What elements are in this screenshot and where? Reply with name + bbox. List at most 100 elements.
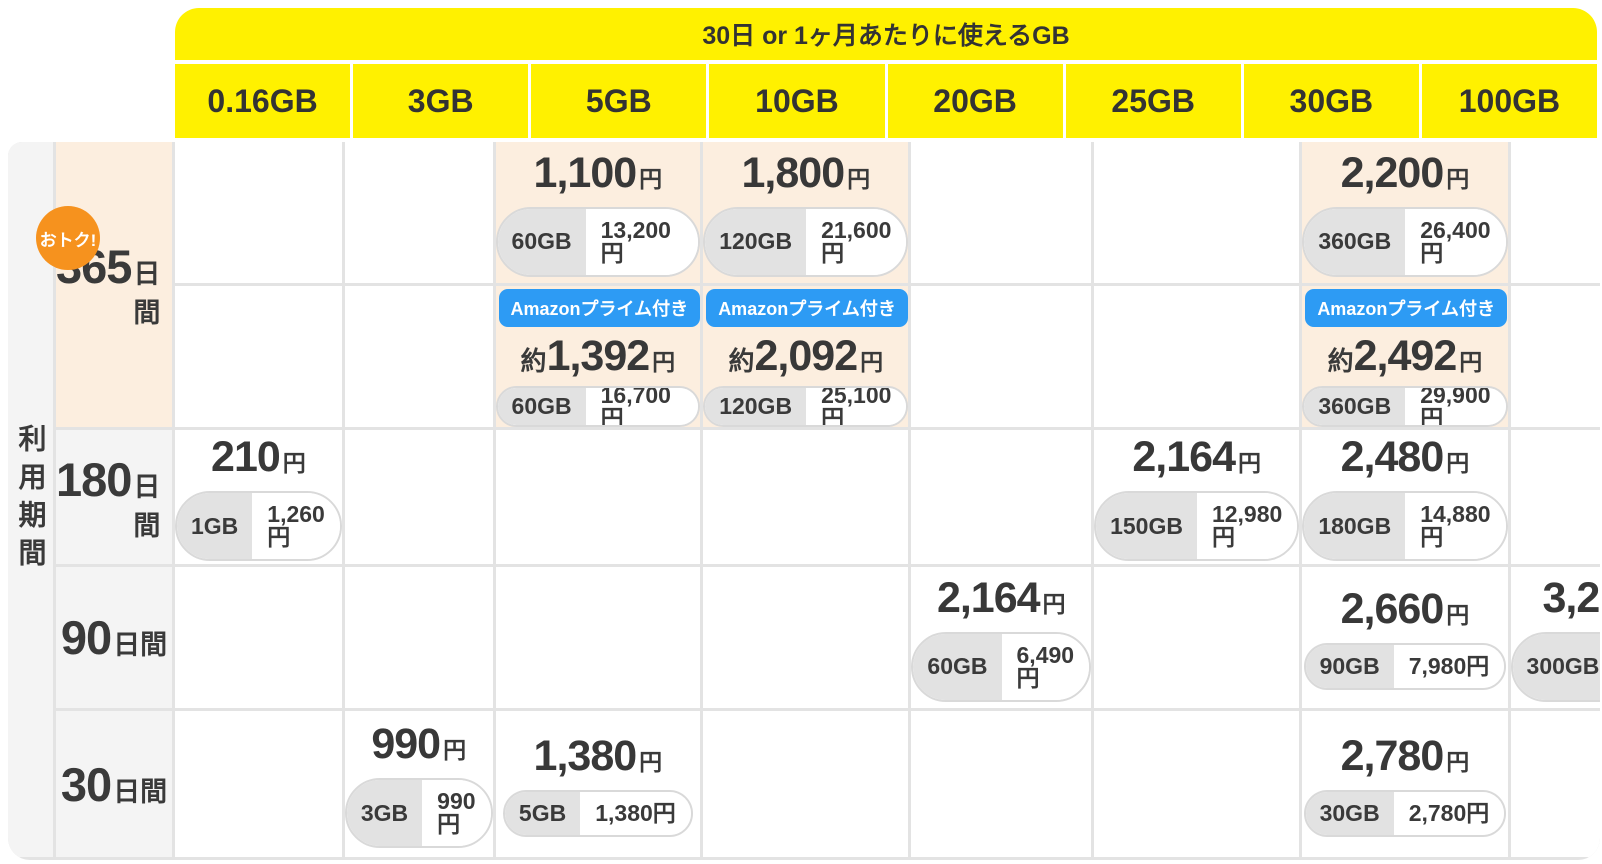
monthly-price: 3,277 円 bbox=[1542, 574, 1600, 623]
amazon-prime-badge: Amazonプライム付き bbox=[706, 289, 908, 327]
approx-prefix: 約 bbox=[1327, 346, 1354, 376]
monthly-price: 2,780 円 bbox=[1341, 732, 1470, 781]
column-header-25gb: 25GB bbox=[1065, 64, 1241, 138]
pricing-table-body: 利用期間 365 日間 1,100 円 60GB 13,200円 1,800 円 … bbox=[8, 142, 1600, 860]
offer-cell-365-5gb: 1,100 円 60GB 13,200円 bbox=[495, 142, 701, 283]
period-number: 30 bbox=[60, 757, 112, 811]
plan-gb: 60GB bbox=[497, 388, 586, 425]
empty-cell-365p-0.16gb bbox=[175, 286, 342, 427]
plan-pill: 30GB 2,780円 bbox=[1303, 789, 1507, 837]
period-number: 180 bbox=[56, 452, 132, 506]
row-label-180days: 180 日間 bbox=[56, 430, 172, 564]
plan-total-price: 1,380円 bbox=[580, 791, 691, 835]
offer-cell-90-100gb: 3,277 円 300GB 9,834円 bbox=[1510, 567, 1600, 708]
price-unit: 円 bbox=[847, 165, 871, 192]
price-amount: 2,200 bbox=[1340, 148, 1445, 197]
plan-gb: 300GB bbox=[1512, 633, 1600, 700]
price-amount: 1,800 bbox=[741, 148, 846, 197]
approx-prefix: 約 bbox=[728, 346, 755, 376]
price-unit: 円 bbox=[1042, 590, 1066, 617]
period-suffix: 日間 bbox=[133, 471, 161, 541]
amazon-prime-badge: Amazonプライム付き bbox=[1305, 289, 1507, 327]
column-header-3gb: 3GB bbox=[353, 64, 529, 138]
monthly-price: 990 円 bbox=[371, 720, 466, 769]
offer-cell-180-30gb: 2,480 円 180GB 14,880円 bbox=[1302, 430, 1508, 564]
empty-cell-30-0.16gb bbox=[175, 711, 342, 857]
plan-pill: 5GB 1,380円 bbox=[502, 789, 693, 837]
price-amount: 1,380 bbox=[533, 731, 638, 780]
empty-cell-30-10gb bbox=[703, 711, 909, 857]
plan-total-price: 2,780円 bbox=[1393, 791, 1505, 835]
monthly-price: 2,660 円 bbox=[1341, 585, 1470, 634]
period-suffix: 日間 bbox=[133, 259, 161, 328]
plan-total-price: 990円 bbox=[422, 780, 491, 846]
offer-cell-365-10gb: 1,800 円 120GB 21,600円 bbox=[703, 142, 909, 283]
empty-cell-180-20gb bbox=[911, 430, 1092, 564]
price-unit: 円 bbox=[639, 165, 663, 192]
column-header-row: 0.16GB 3GB 5GB 10GB 20GB 25GB 30GB 100GB bbox=[175, 64, 1597, 138]
plan-pill: 3GB 990円 bbox=[344, 778, 493, 848]
empty-cell-365-100gb bbox=[1510, 142, 1600, 283]
plan-gb: 360GB bbox=[1304, 208, 1406, 275]
price-unit: 円 bbox=[443, 737, 467, 763]
row-label-365days: 365 日間 bbox=[56, 142, 172, 427]
empty-cell-365-0.16gb bbox=[175, 142, 342, 283]
row-label-30days: 30 日間 bbox=[56, 711, 172, 857]
plan-total-price: 21,600円 bbox=[806, 208, 907, 275]
amazon-prime-badge: Amazonプライム付き bbox=[498, 289, 701, 327]
plan-pill: 60GB 6,490円 bbox=[911, 631, 1092, 702]
plan-gb: 60GB bbox=[497, 208, 586, 275]
plan-total-price: 25,100円 bbox=[806, 388, 907, 425]
offer-cell-365-prime-5gb: Amazonプライム付き 約 1,392 円 60GB 16,700円 bbox=[495, 286, 701, 427]
plan-gb: 120GB bbox=[705, 388, 807, 425]
empty-cell-365-25gb bbox=[1094, 142, 1300, 283]
monthly-price: 約 1,392 円 bbox=[521, 332, 676, 381]
empty-cell-90-3gb bbox=[344, 567, 493, 708]
price-amount: 2,780 bbox=[1340, 731, 1445, 780]
otoku-badge: おトク! bbox=[36, 206, 100, 270]
empty-cell-30-20gb bbox=[911, 711, 1092, 857]
empty-cell-365-3gb bbox=[344, 142, 493, 283]
monthly-price: 約 2,092 円 bbox=[728, 332, 883, 381]
approx-prefix: 約 bbox=[520, 346, 547, 376]
empty-cell-365p-25gb bbox=[1094, 286, 1300, 427]
plan-pill: 180GB 14,880円 bbox=[1302, 491, 1508, 561]
price-amount: 2,092 bbox=[754, 332, 859, 380]
plan-pill: 360GB 29,900円 bbox=[1302, 386, 1508, 427]
empty-cell-365-20gb bbox=[911, 142, 1092, 283]
plan-pill: 120GB 25,100円 bbox=[703, 386, 909, 427]
plan-total-price: 16,700円 bbox=[585, 388, 699, 425]
plan-pill: 360GB 26,400円 bbox=[1302, 206, 1508, 277]
column-header-20gb: 20GB bbox=[887, 64, 1063, 138]
plan-gb: 120GB bbox=[705, 208, 807, 275]
offer-cell-30-3gb: 990 円 3GB 990円 bbox=[344, 711, 493, 857]
offer-cell-365-prime-10gb: Amazonプライム付き 約 2,092 円 120GB 25,100円 bbox=[703, 286, 909, 427]
price-amount: 1,392 bbox=[546, 332, 651, 380]
empty-cell-90-0.16gb bbox=[175, 567, 342, 708]
offer-cell-30-30gb: 2,780 円 30GB 2,780円 bbox=[1302, 711, 1508, 857]
price-amount: 990 bbox=[371, 720, 441, 768]
empty-cell-90-5gb bbox=[495, 567, 701, 708]
monthly-price: 210 円 bbox=[211, 433, 306, 482]
period-suffix: 日間 bbox=[113, 630, 168, 660]
plan-gb: 150GB bbox=[1096, 493, 1197, 559]
price-amount: 210 bbox=[211, 433, 281, 481]
plan-total-price: 12,980円 bbox=[1196, 493, 1298, 559]
price-unit: 円 bbox=[1238, 450, 1261, 476]
plan-pill: 150GB 12,980円 bbox=[1094, 491, 1300, 561]
empty-cell-365p-3gb bbox=[344, 286, 493, 427]
column-header-10gb: 10GB bbox=[709, 64, 885, 138]
plan-total-price: 13,200円 bbox=[585, 208, 699, 275]
price-unit: 円 bbox=[639, 748, 663, 775]
offer-cell-365-30gb: 2,200 円 360GB 26,400円 bbox=[1302, 142, 1508, 283]
monthly-price: 1,380 円 bbox=[534, 732, 663, 781]
plan-pill: 1GB 1,260円 bbox=[175, 491, 342, 561]
plan-pill: 120GB 21,600円 bbox=[703, 206, 909, 277]
price-unit: 円 bbox=[1446, 602, 1470, 628]
monthly-price: 2,164 円 bbox=[1132, 433, 1261, 482]
price-amount: 3,277 bbox=[1542, 573, 1600, 622]
monthly-price: 1,800 円 bbox=[742, 149, 871, 198]
empty-cell-365p-20gb bbox=[911, 286, 1092, 427]
empty-cell-90-25gb bbox=[1094, 567, 1300, 708]
offer-cell-90-30gb: 2,660 円 90GB 7,980円 bbox=[1302, 567, 1508, 708]
